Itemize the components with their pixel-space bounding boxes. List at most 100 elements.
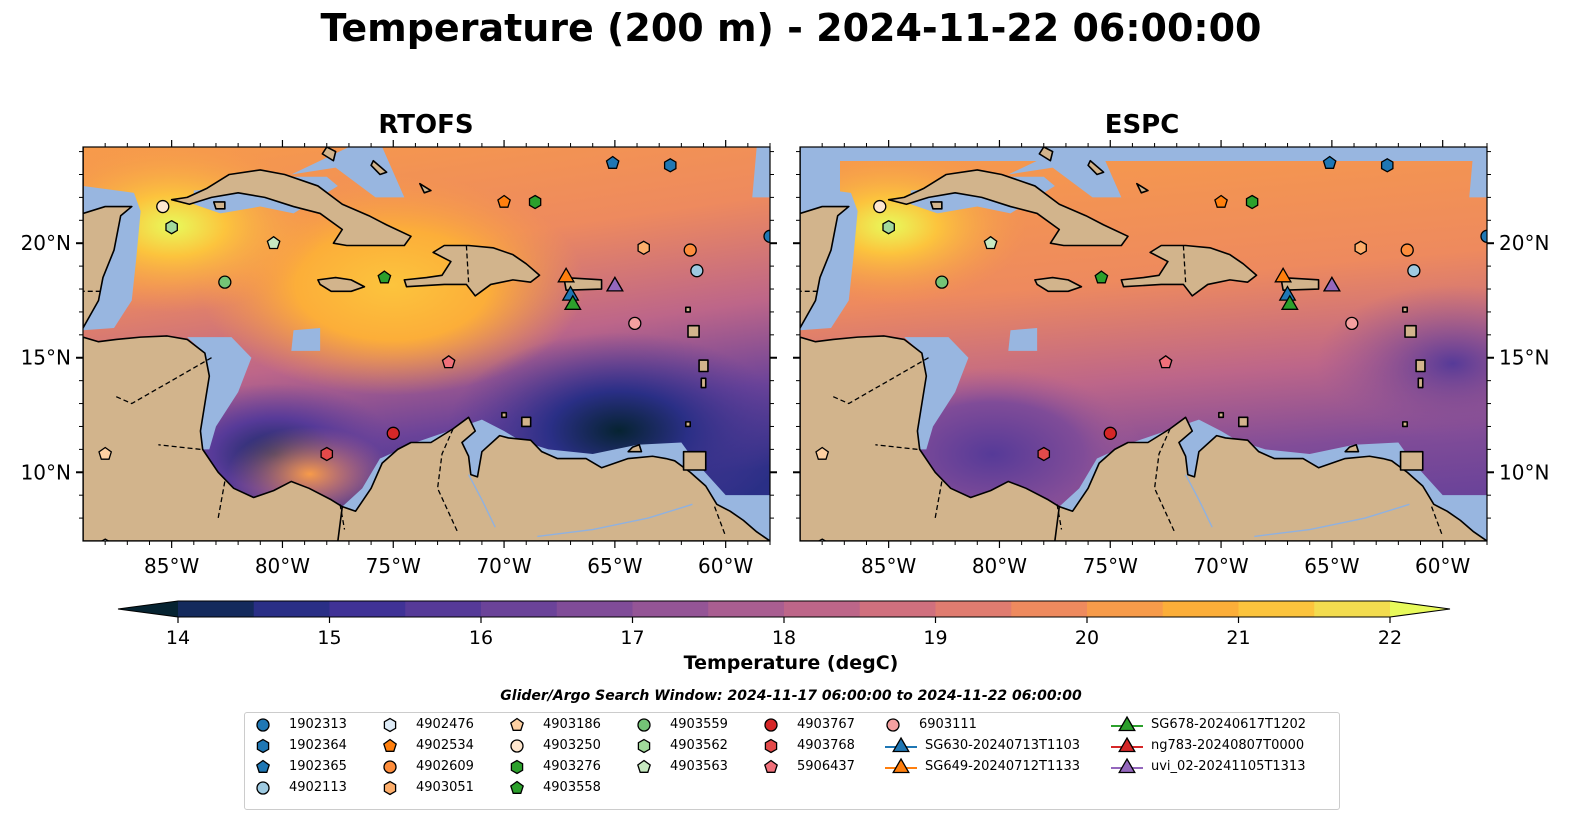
- colorbar-tick-label: 22: [1378, 627, 1402, 649]
- obs-marker-4903558: [1094, 270, 1109, 284]
- obs-marker-4903250: [873, 199, 887, 214]
- obs-marker-4903276: [528, 194, 542, 210]
- land: [1054, 416, 1487, 541]
- country-border: [465, 245, 470, 283]
- land: [1136, 182, 1149, 194]
- lat-tick-label: 10°N: [21, 460, 71, 484]
- land: [337, 416, 770, 541]
- land: [1087, 159, 1105, 176]
- map-panels: 85°W 80°W 75°W 70°W 65°W 60°W10°N15°N20°N85°W…: [21, 140, 1549, 578]
- obs-marker-4903051: [637, 240, 650, 256]
- land: [1399, 450, 1424, 471]
- obs-marker-4902113: [690, 264, 704, 278]
- obs-marker-1902364: [663, 158, 677, 173]
- legend-marker-icon: [637, 738, 651, 754]
- legend: 1902313 1902364 1902365 4902113 4902476 49025…: [244, 712, 1340, 810]
- lon-tick-label: 60°W: [698, 554, 753, 578]
- obs-marker-4903051: [1354, 240, 1367, 256]
- shallow-shelf: [1469, 147, 1487, 198]
- land: [1401, 421, 1409, 428]
- land: [687, 324, 700, 338]
- land: [1038, 147, 1054, 162]
- lon-tick-label: 70°W: [1193, 554, 1248, 578]
- legend-label: 4902113: [289, 780, 347, 795]
- land: [684, 421, 692, 428]
- colorbar-tick-label: 14: [166, 627, 190, 649]
- colorbar-tick-label: 16: [469, 627, 493, 649]
- obs-marker-4903276: [1245, 194, 1259, 210]
- legend-label: 4903186: [543, 717, 601, 732]
- lat-tick-label: 15°N: [1499, 346, 1549, 370]
- lon-tick-label: 65°W: [1304, 554, 1359, 578]
- legend-marker-icon: [383, 780, 397, 796]
- country-border: [1056, 504, 1063, 530]
- legend-label: 5906437: [797, 759, 855, 774]
- legend-label: 4903767: [797, 717, 855, 732]
- obs-marker-4902534: [497, 194, 511, 208]
- map-panel-rtofs: 85°W 80°W 75°W 70°W 65°W 60°W 10°N 15°N 20°N: [21, 140, 777, 578]
- legend-marker-icon: [510, 759, 524, 775]
- colorbar-bin: [405, 601, 482, 617]
- colorbar-tick-label: 17: [620, 627, 644, 649]
- legend-marker-icon: [886, 718, 900, 732]
- country-border: [875, 444, 918, 451]
- country-border: [1182, 245, 1187, 283]
- obs-marker-4903563: [266, 235, 281, 250]
- colorbar-bin: [1011, 601, 1088, 617]
- obs-marker-1902365: [605, 155, 620, 169]
- country-border: [713, 506, 727, 537]
- legend-marker-icon: [764, 759, 778, 773]
- colorbar-bin: [1087, 601, 1164, 617]
- river: [537, 503, 693, 538]
- obs-marker-4903767: [1103, 426, 1117, 440]
- legend-marker-icon: [1111, 757, 1143, 774]
- obs-marker-SG649-20240712T1133: [1274, 267, 1293, 283]
- obs-marker-4903250: [156, 199, 170, 214]
- river: [1254, 503, 1410, 538]
- legend-marker-icon: [383, 738, 397, 752]
- colorbar-bin: [1314, 601, 1391, 617]
- legend-label: 6903111: [919, 717, 977, 732]
- legend-label: 4903276: [543, 759, 601, 774]
- legend-marker-icon: [383, 760, 397, 774]
- legend-marker-icon: [510, 780, 524, 794]
- colorbar-bin: [859, 601, 936, 617]
- legend-label: SG649-20240712T1133: [925, 759, 1081, 774]
- lon-tick-label: 70°W: [476, 554, 531, 578]
- colorbar-tick-label: 19: [923, 627, 947, 649]
- obs-marker-1902365: [1322, 155, 1337, 169]
- lon-tick-label: 85°W: [861, 554, 916, 578]
- colorbar-tick-label: 20: [1075, 627, 1099, 649]
- legend-label: 4902534: [416, 738, 474, 753]
- obs-marker-5906437: [1158, 354, 1173, 369]
- legend-marker-icon: [256, 759, 270, 773]
- colorbar-bin: [178, 601, 255, 617]
- lon-tick-label: 85°W: [144, 554, 199, 578]
- land: [684, 306, 692, 313]
- obs-marker-SG678-20240617T1202: [563, 294, 582, 310]
- shallow-shelf: [291, 327, 321, 351]
- legend-label: 4903051: [416, 780, 474, 795]
- obs-marker-4903768: [1037, 446, 1051, 462]
- legend-label: 4902609: [416, 759, 474, 774]
- country-border: [934, 481, 943, 519]
- obs-marker-SG678-20240617T1202: [1280, 294, 1299, 310]
- map-frame: [82, 146, 771, 542]
- shallow-shelf: [1008, 147, 1122, 198]
- obs-marker-6903111: [628, 316, 642, 331]
- lon-tick-label: 80°W: [255, 554, 310, 578]
- obs-marker-uvi_02-20241105T1313: [1322, 276, 1341, 292]
- colorbar-bin: [708, 601, 785, 617]
- country-border: [832, 357, 929, 405]
- obs-marker-4903186: [98, 446, 113, 460]
- legend-label: SG630-20240713T1103: [925, 738, 1081, 753]
- legend-label: 4902476: [416, 717, 474, 732]
- colorbar: 14 15 16 17 18 19 20 21 22: [117, 600, 1451, 649]
- land: [83, 147, 133, 329]
- land: [1415, 359, 1426, 373]
- country-border: [436, 428, 459, 533]
- obs-marker-4903558: [377, 270, 392, 284]
- legend-marker-icon: [637, 759, 651, 773]
- obs-marker-4902534: [1214, 194, 1228, 208]
- obs-marker-4903563: [983, 235, 998, 250]
